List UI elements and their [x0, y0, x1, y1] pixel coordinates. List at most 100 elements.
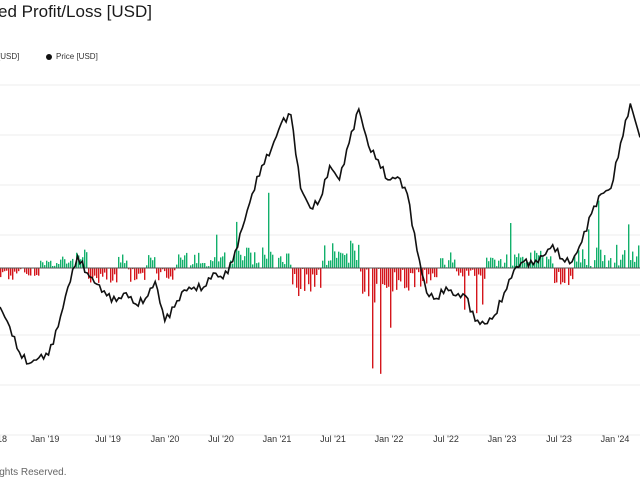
- profit-bar: [506, 254, 508, 268]
- profit-bar: [198, 252, 200, 268]
- profit-bar: [222, 256, 224, 268]
- profit-bar: [252, 264, 254, 268]
- loss-bar: [26, 268, 28, 274]
- profit-bar: [56, 263, 58, 268]
- profit-bar: [178, 254, 180, 268]
- profit-bar: [190, 265, 192, 268]
- loss-bar: [174, 268, 176, 271]
- profit-loss-bars: [0, 192, 640, 374]
- loss-bar: [4, 268, 6, 272]
- loss-bar: [376, 268, 378, 284]
- legend-item-price[interactable]: Price [USD]: [46, 52, 98, 61]
- loss-bar: [142, 268, 144, 273]
- profit-bar: [268, 192, 270, 268]
- loss-bar: [564, 268, 566, 283]
- profit-bar: [638, 245, 640, 268]
- profit-bar: [452, 262, 454, 268]
- profit-bar: [58, 263, 60, 268]
- loss-bar: [380, 268, 382, 374]
- profit-bar: [236, 221, 238, 268]
- profit-bar: [510, 223, 512, 268]
- legend-label-price: Price [USD]: [56, 52, 98, 61]
- loss-bar: [404, 268, 406, 289]
- loss-bar: [140, 268, 142, 274]
- loss-bar: [172, 268, 174, 280]
- loss-bar: [2, 268, 4, 273]
- profit-bar: [186, 252, 188, 268]
- loss-bar: [384, 268, 386, 285]
- loss-bar: [90, 268, 92, 283]
- profit-bar: [504, 262, 506, 268]
- loss-bar: [36, 268, 38, 276]
- profit-bar: [126, 260, 128, 268]
- loss-bar: [18, 268, 20, 272]
- profit-bar: [628, 224, 630, 268]
- loss-bar: [570, 268, 572, 276]
- profit-bar: [540, 250, 542, 268]
- loss-bar: [134, 268, 136, 281]
- loss-bar: [14, 268, 16, 272]
- loss-bar: [560, 268, 562, 285]
- gridlines: [0, 84, 640, 436]
- loss-bar: [94, 268, 96, 276]
- loss-bar: [128, 268, 130, 270]
- profit-bar: [202, 262, 204, 268]
- loss-bar: [114, 268, 116, 275]
- loss-bar: [362, 268, 364, 294]
- loss-bar: [10, 268, 12, 276]
- profit-bar: [598, 200, 600, 268]
- loss-bar: [304, 268, 306, 291]
- x-tick-label: Jan '24: [601, 434, 630, 444]
- loss-bar: [314, 268, 316, 287]
- profit-bar: [154, 257, 156, 268]
- profit-bar: [86, 252, 88, 268]
- loss-bar: [310, 268, 312, 292]
- loss-bar: [162, 268, 164, 270]
- profit-bar: [348, 262, 350, 268]
- loss-bar: [472, 268, 474, 270]
- profit-bar: [532, 263, 534, 268]
- profit-bar: [512, 265, 514, 268]
- legend-item-usd[interactable]: [USD]: [0, 52, 19, 61]
- loss-bar: [16, 268, 18, 274]
- loss-bar: [484, 268, 486, 279]
- loss-bar: [306, 268, 308, 275]
- profit-bar: [146, 265, 148, 268]
- profit-bar: [68, 262, 70, 268]
- profit-bar: [444, 264, 446, 268]
- profit-bar: [546, 256, 548, 268]
- loss-bar: [474, 268, 476, 276]
- profit-bar: [578, 250, 580, 268]
- profit-bar: [636, 256, 638, 268]
- loss-bar: [6, 268, 8, 271]
- profit-bar: [544, 266, 546, 268]
- profit-bar: [64, 259, 66, 268]
- profit-bar: [232, 263, 234, 268]
- profit-bar: [332, 243, 334, 268]
- x-tick-label: Jan '23: [488, 434, 517, 444]
- profit-bar: [50, 260, 52, 268]
- profit-bar: [290, 264, 292, 268]
- loss-bar: [98, 268, 100, 283]
- x-tick-label: Jan '22: [375, 434, 404, 444]
- loss-bar: [30, 268, 32, 276]
- loss-bar: [364, 268, 366, 292]
- loss-bar: [394, 268, 396, 273]
- profit-bar: [176, 264, 178, 268]
- profit-bar: [334, 251, 336, 268]
- loss-bar: [558, 268, 560, 272]
- loss-bar: [368, 268, 370, 297]
- loss-bar: [100, 268, 102, 274]
- profit-bar: [500, 259, 502, 268]
- profit-bar: [264, 254, 266, 268]
- legend-label-usd: [USD]: [0, 52, 20, 61]
- loss-bar: [466, 268, 468, 271]
- loss-bar: [390, 268, 392, 328]
- profit-bar: [286, 253, 288, 268]
- profit-bar: [550, 256, 552, 268]
- profit-bar: [122, 254, 124, 268]
- loss-bar: [156, 268, 158, 274]
- profit-bar: [548, 259, 550, 268]
- loss-bar: [456, 268, 458, 272]
- loss-bar: [138, 268, 140, 274]
